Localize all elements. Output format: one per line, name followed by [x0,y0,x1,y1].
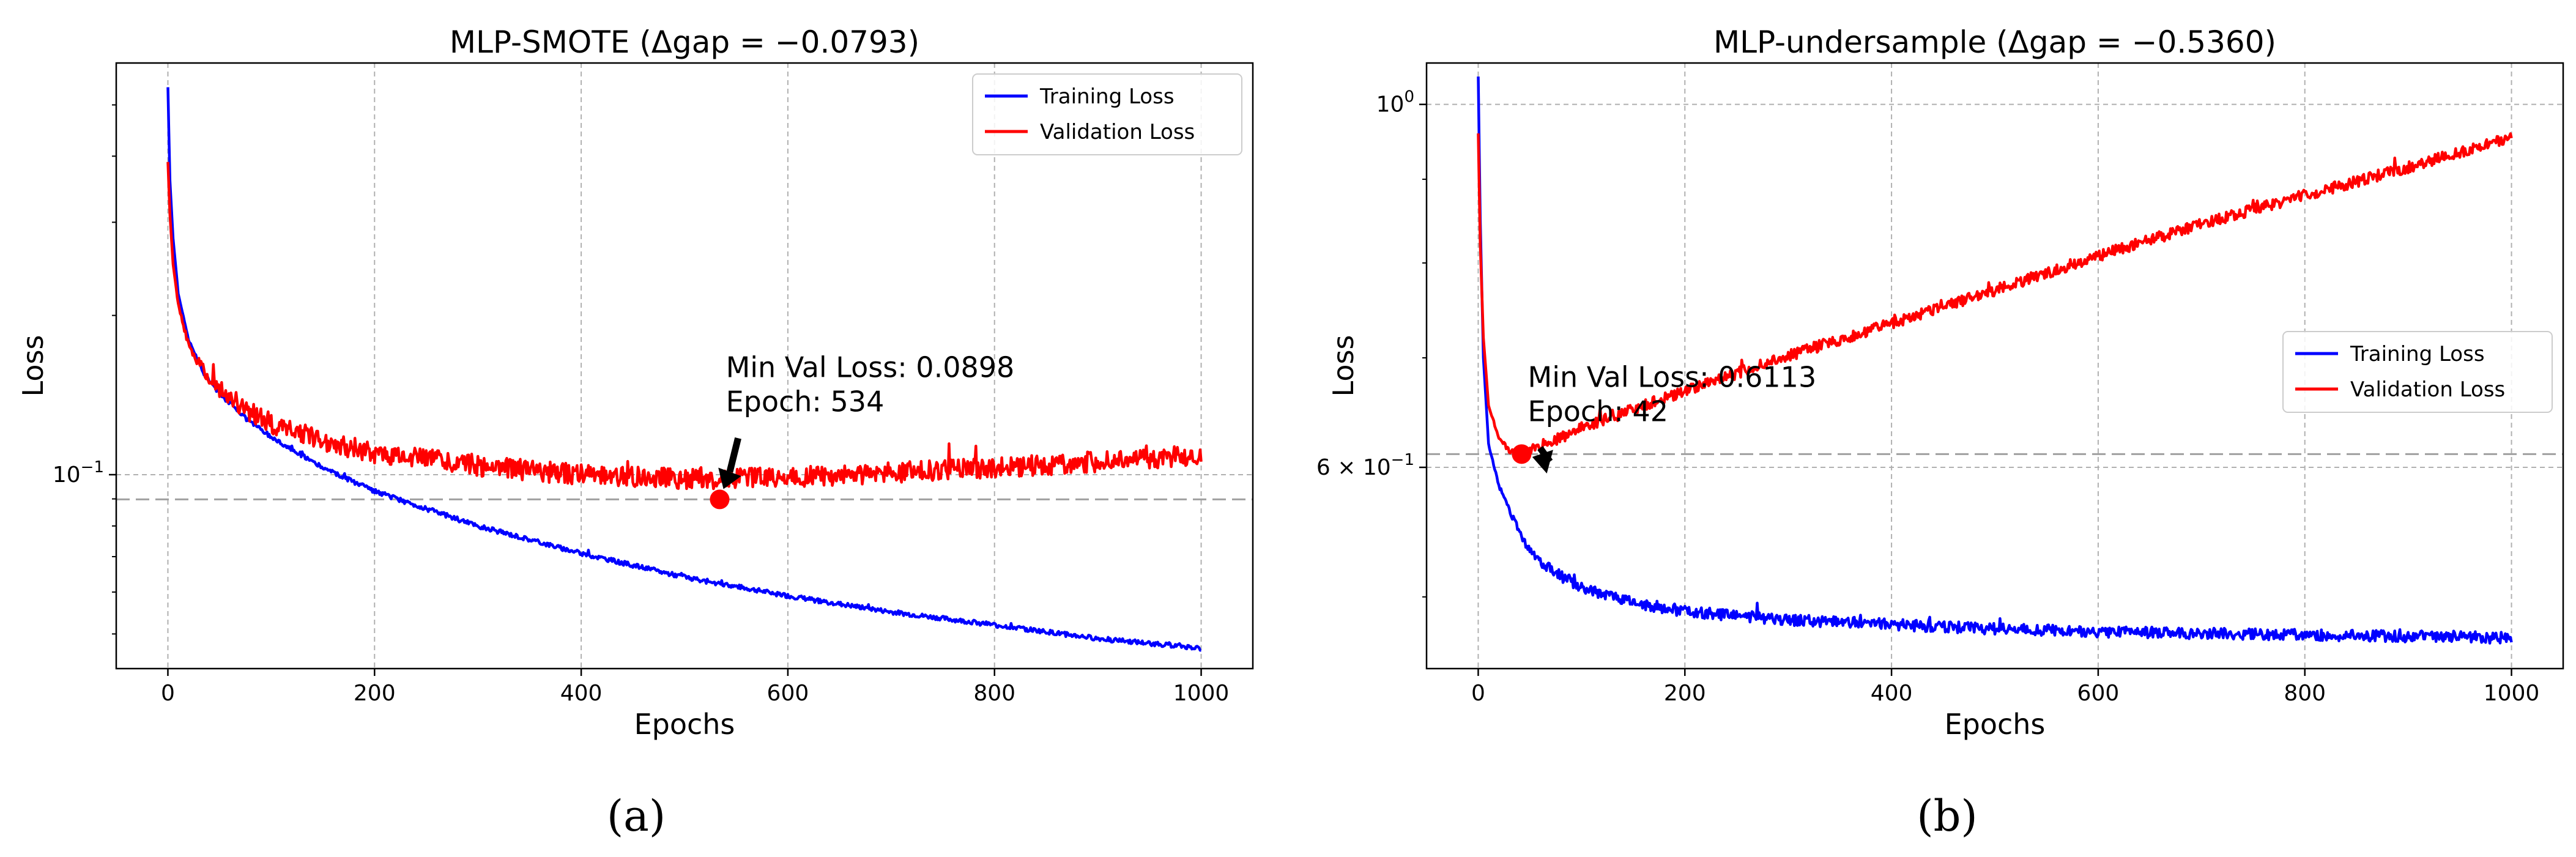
chart-title: MLP-undersample (Δgap = −0.5360) [1713,24,2276,60]
y-axis-label: Loss [1327,335,1360,397]
x-tick-label: 1000 [2484,681,2540,706]
x-tick-label: 800 [973,681,1015,706]
series-line-validation-loss [1477,132,2513,458]
legend-entry: Training Loss [1039,84,1175,109]
legend-entry: Validation Loss [1040,120,1195,144]
annotation-text: Min Val Loss: 0.6113 [1528,360,1817,393]
arrow-head [1532,450,1553,474]
annotation-arrow [718,437,741,489]
series-line-validation-loss [166,161,1203,491]
y-tick-label: 6 × 10−1 [1316,451,1414,480]
x-tick-label: 800 [2284,681,2326,706]
legend-box [972,73,1242,155]
x-axis-label: Epochs [634,708,735,741]
arrow-head [718,467,741,489]
annotation-arrow [1532,446,1553,474]
x-tick-label: 0 [1471,681,1485,706]
series-line-training-loss [166,87,1202,652]
x-tick-label: 200 [1664,681,1706,706]
panel-label: (a) [607,791,666,841]
x-axis-label: Epochs [1945,708,2046,741]
x-tick-label: 0 [161,681,175,706]
axes-frame [1425,62,2564,670]
x-tick-label: 200 [354,681,396,706]
annotation-text: Epoch: 534 [726,385,885,418]
legend-entry: Training Loss [2350,342,2485,366]
x-tick-label: 600 [2077,681,2120,706]
x-tick-label: 600 [767,681,809,706]
legend: Training Loss Validation Loss [972,73,1242,155]
y-axis-label: Loss [17,335,50,397]
series-line-training-loss [1477,76,2513,645]
min-val-point [710,489,730,510]
min-val-point [1512,444,1532,464]
x-tick-label: 1000 [1173,681,1230,706]
y-tick-label: 100 [1376,88,1414,117]
axes-frame [115,62,1254,670]
chart-title: MLP-SMOTE (Δgap = −0.0793) [450,24,919,60]
annotation-text: Epoch: 42 [1528,395,1669,428]
annotation-text: Min Val Loss: 0.0898 [726,351,1015,384]
legend-entry: Validation Loss [2350,377,2505,402]
panel-label: (b) [1917,791,1977,841]
x-tick-label: 400 [560,681,603,706]
y-tick-label: 10−1 [53,458,104,488]
x-tick-label: 400 [1871,681,1913,706]
arrow-shaft [726,437,741,473]
legend: Training Loss Validation Loss [2282,331,2553,413]
legend-box [2282,331,2553,413]
